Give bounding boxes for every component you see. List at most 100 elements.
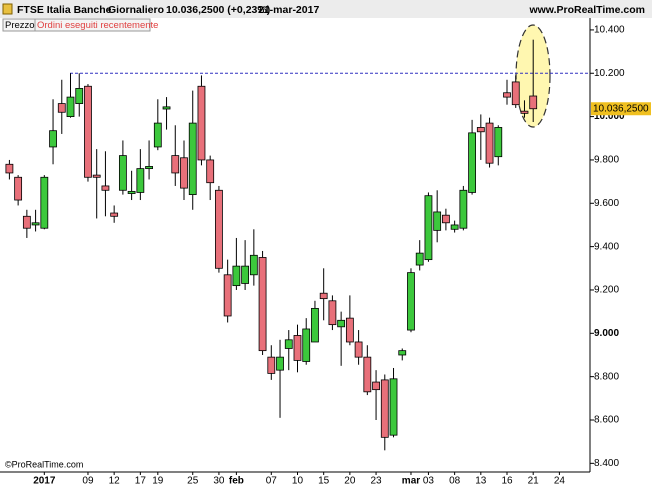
candle-body <box>363 356 372 393</box>
candle-body <box>171 155 180 174</box>
candle-body <box>223 274 232 317</box>
tab-box[interactable] <box>34 18 151 32</box>
candle-body <box>249 254 258 276</box>
y-tick-label: 9.200 <box>594 285 619 296</box>
x-tick-label: 03 <box>423 476 435 487</box>
candle-body <box>188 122 197 196</box>
x-tick-label: feb <box>229 476 244 487</box>
candle-body <box>337 319 346 328</box>
candle-body <box>311 307 319 343</box>
candle-body <box>136 168 145 193</box>
candle-body <box>485 122 494 164</box>
candle-body <box>118 155 127 191</box>
candle-body <box>450 224 459 230</box>
candle-body <box>258 257 267 352</box>
x-tick-label: 17 <box>135 476 147 487</box>
candle-body <box>529 95 538 110</box>
candle-body <box>511 81 520 106</box>
candle-body <box>180 157 188 189</box>
candle-body <box>145 166 153 170</box>
app-icon <box>2 3 13 15</box>
header-bar <box>0 0 652 18</box>
candle-body <box>441 214 450 224</box>
candle-body <box>206 159 215 184</box>
x-tick-label: 16 <box>501 476 513 487</box>
tab[interactable]: Prezzo <box>5 20 35 31</box>
candle-body <box>407 272 415 331</box>
x-tick-label: 10 <box>292 476 304 487</box>
x-tick-label: 20 <box>344 476 356 487</box>
period: Giornaliero <box>108 4 164 16</box>
y-tick-label: 8.400 <box>594 458 619 469</box>
candle-body <box>49 130 57 148</box>
candle-body <box>101 185 110 191</box>
candle-body <box>66 96 75 118</box>
x-tick-label: 21 <box>528 476 540 487</box>
x-tick-label: 09 <box>82 476 94 487</box>
date: 21-mar-2017 <box>258 4 319 16</box>
candle-body <box>476 127 485 133</box>
candle-body <box>398 350 407 356</box>
x-tick-label: 23 <box>370 476 382 487</box>
candle-body <box>197 85 206 161</box>
candle-body <box>520 110 529 114</box>
candle-body <box>5 163 14 174</box>
y-tick-label: 8.800 <box>594 371 619 382</box>
x-tick-label: 30 <box>213 476 225 487</box>
last-quote: 10.036,2500 (+0,23%) <box>166 4 270 16</box>
candle-body <box>92 174 101 178</box>
candle-body <box>328 300 337 326</box>
candle-body <box>293 335 302 361</box>
candle-body <box>110 212 119 217</box>
source: www.ProRealTime.com <box>528 4 645 16</box>
instrument-title: FTSE Italia Banche <box>17 4 112 16</box>
candle-body <box>127 190 136 194</box>
candle-body <box>57 103 66 113</box>
candle-body <box>372 381 380 391</box>
candle-body <box>31 222 40 226</box>
candle-body <box>503 92 511 98</box>
x-tick-label: 2017 <box>33 476 56 487</box>
x-tick-label: mar <box>402 476 420 487</box>
candle-body <box>354 341 363 358</box>
candle-body <box>433 211 442 231</box>
candle-body <box>75 88 84 104</box>
candle-body <box>415 252 424 266</box>
candle-body <box>162 106 171 110</box>
y-tick-label: 9.800 <box>594 155 619 166</box>
candle-body <box>215 189 223 269</box>
y-tick-label: 9.000 <box>594 328 619 339</box>
candle-body <box>494 127 503 158</box>
x-tick-label: 25 <box>187 476 199 487</box>
x-tick-label: 24 <box>554 476 566 487</box>
y-tick-label: 10.200 <box>594 68 625 79</box>
x-tick-label: 08 <box>449 476 461 487</box>
price-tag <box>591 102 651 116</box>
candle-body <box>380 379 389 438</box>
candle-body <box>302 328 311 362</box>
x-tick-label: 19 <box>152 476 164 487</box>
y-tick-label: 10.000 <box>594 111 625 122</box>
candle-body <box>232 265 241 287</box>
candle-body <box>84 85 92 178</box>
price-tag-label: 10.036,2500 <box>593 103 649 114</box>
candle-body <box>389 378 398 436</box>
candle-body <box>241 265 250 284</box>
y-tick-label: 9.400 <box>594 241 619 252</box>
candle-body <box>14 176 23 201</box>
candle-body <box>40 176 49 229</box>
candle-body <box>153 122 162 148</box>
y-tick-label: 8.600 <box>594 415 619 426</box>
candle-body <box>319 292 328 300</box>
x-tick-label: 12 <box>109 476 121 487</box>
candle-body <box>424 195 433 261</box>
tab[interactable]: Ordini eseguiti recentemente <box>37 20 158 31</box>
candle-body <box>284 339 293 349</box>
x-tick-label: 13 <box>475 476 487 487</box>
x-tick-label: 15 <box>318 476 330 487</box>
candle-body <box>459 189 468 229</box>
y-tick-label: 9.600 <box>594 198 619 209</box>
copyright: ©ProRealTime.com <box>5 459 83 469</box>
y-tick-label: 10.400 <box>594 25 625 36</box>
